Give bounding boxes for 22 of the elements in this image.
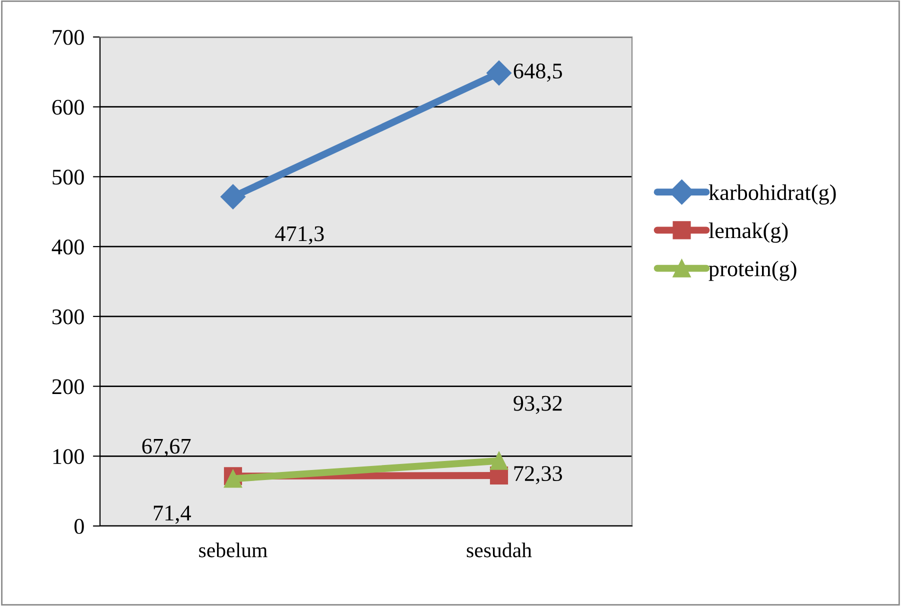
data-label: 471,3	[275, 226, 324, 244]
legend-label: protein(g)	[708, 260, 796, 281]
y-tick-label: 600	[52, 100, 84, 115]
legend-label: lemak(g)	[708, 222, 788, 243]
point	[220, 184, 246, 210]
data-label: 72,33	[514, 466, 562, 484]
y-tick-label: 100	[53, 449, 84, 464]
y-tick-label: 500	[52, 170, 84, 185]
data-label: 648,5	[514, 64, 562, 82]
y-tick-label: 300	[52, 309, 84, 324]
data-label: 67,67	[142, 438, 191, 457]
point	[490, 452, 508, 470]
legend-label: karbohidrat(g)	[708, 184, 836, 205]
y-tick-label: 200	[52, 379, 84, 394]
y-tick-label: 700	[52, 30, 84, 45]
point	[486, 60, 512, 86]
x-tick-label: sesudah	[466, 542, 532, 558]
data-label: 71,4	[154, 506, 191, 524]
data-label: 93,32	[514, 396, 562, 414]
x-tick-label: sebelum	[199, 542, 268, 558]
y-tick-label: 0	[74, 518, 84, 534]
y-tick-label: 400	[52, 240, 84, 254]
